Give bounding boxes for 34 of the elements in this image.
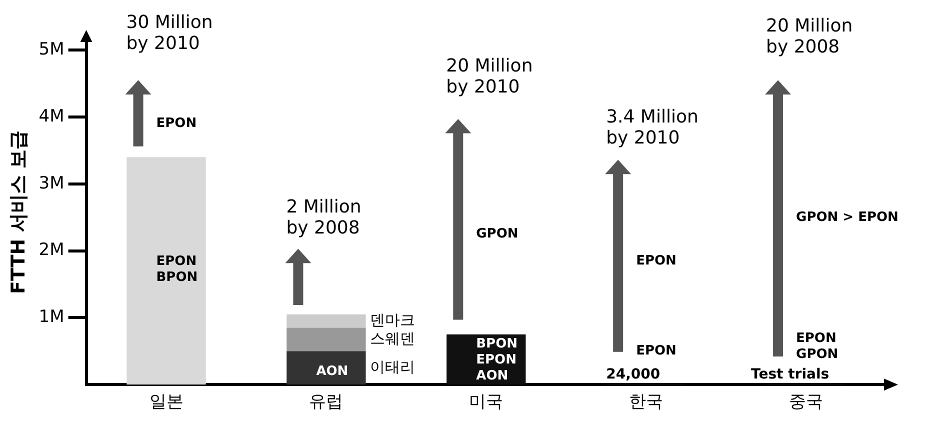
- x-tick-label: 한국: [629, 392, 664, 412]
- y-tick-label: 5M: [38, 39, 64, 60]
- x-tick-label: 일본: [149, 392, 184, 412]
- annotation: EPON: [636, 253, 676, 268]
- annotation: 24,000: [606, 366, 660, 383]
- annotation: EPON: [156, 116, 197, 132]
- y-tick-label: 4M: [38, 106, 64, 126]
- x-tick-label: 중국: [789, 392, 824, 412]
- annotation: AON: [316, 364, 348, 379]
- annotation: GPON: [476, 226, 518, 242]
- annotation: GPON > EPON: [796, 210, 898, 225]
- annotation: BPON EPON AON: [476, 336, 518, 384]
- y-tick-label: 3M: [38, 173, 64, 194]
- series-label: 이태리: [370, 358, 415, 376]
- y-axis-title: FTTH 서비스 보급: [7, 130, 30, 294]
- annotation: 20 Million by 2008: [766, 15, 853, 58]
- x-tick-label: 미국: [469, 392, 504, 412]
- annotation: 30 Million by 2010: [126, 12, 213, 54]
- bar: [286, 351, 366, 385]
- annotation: 20 Million by 2010: [446, 56, 533, 98]
- bar: [126, 157, 206, 385]
- series-label: 스웨덴: [370, 329, 415, 348]
- annotation: EPON BPON: [156, 254, 198, 286]
- annotation: EPON GPON: [796, 331, 838, 362]
- annotation: 2 Million by 2008: [286, 196, 362, 239]
- annotation: Test trials: [751, 366, 830, 383]
- y-tick-label: 2M: [38, 240, 64, 260]
- bar: [286, 328, 366, 352]
- annotation: EPON: [636, 344, 676, 359]
- series-label: 덴마크: [370, 310, 415, 329]
- annotation: 3.4 Million by 2010: [606, 106, 698, 148]
- y-tick-label: 1M: [38, 307, 64, 328]
- x-tick-label: 유럽: [309, 392, 344, 412]
- bar: [286, 314, 366, 328]
